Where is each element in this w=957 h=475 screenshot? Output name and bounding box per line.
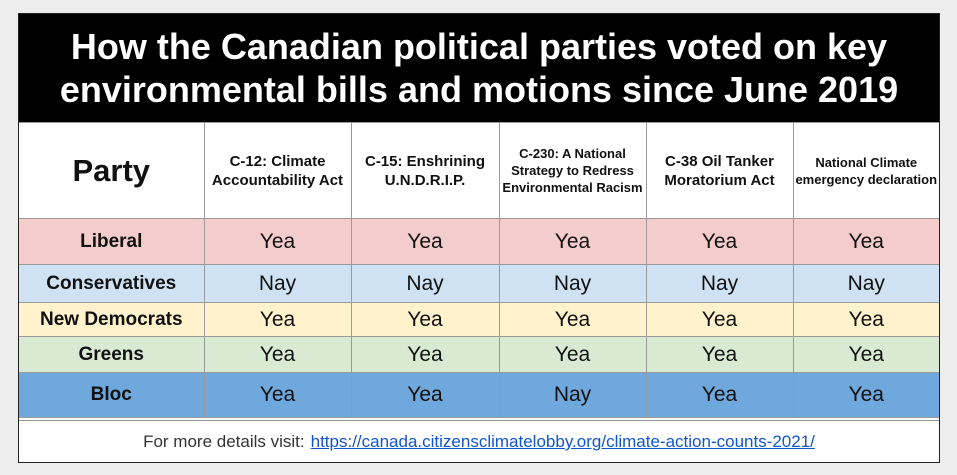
party-name: Liberal <box>19 218 205 265</box>
bill-header-c12: C-12: Climate Accountability Act <box>203 122 352 219</box>
bill-header-c230: C-230: A National Strategy to Redress En… <box>498 122 647 219</box>
vote-cell: Yea <box>498 336 647 373</box>
vote-cell: Yea <box>792 302 939 337</box>
bill-header-c15: C-15: Enshrining U.N.D.R.I.P. <box>350 122 500 219</box>
footer-text: For more details visit: <box>143 432 305 451</box>
party-name: Bloc <box>19 372 205 418</box>
party-name: New Democrats <box>19 302 205 337</box>
vote-cell: Nay <box>792 264 939 303</box>
details-link[interactable]: https://canada.citizensclimatelobby.org/… <box>310 432 815 451</box>
vote-cell: Yea <box>792 372 939 418</box>
vote-cell: Yea <box>350 336 500 373</box>
vote-cell: Nay <box>645 264 794 303</box>
party-column-header: Party <box>19 122 205 219</box>
vote-cell: Yea <box>645 336 794 373</box>
header-row: Party C-12: Climate Accountability Act C… <box>19 122 939 219</box>
vote-cell: Yea <box>498 218 647 265</box>
bill-header-climate-emergency: National Climate emergency declaration <box>792 122 939 219</box>
table-row-liberal: Liberal Yea Yea Yea Yea Yea <box>19 218 939 265</box>
footer: For more details visit: https://canada.c… <box>19 420 939 463</box>
vote-cell: Nay <box>498 372 647 418</box>
table-row-greens: Greens Yea Yea Yea Yea Yea <box>19 336 939 373</box>
title-line-2: environmental bills and motions since Ju… <box>59 69 899 110</box>
votes-table: Party C-12: Climate Accountability Act C… <box>19 122 939 418</box>
title-banner: How the Canadian political parties voted… <box>19 14 939 122</box>
party-name: Greens <box>19 336 205 373</box>
table-row-new-democrats: New Democrats Yea Yea Yea Yea Yea <box>19 302 939 337</box>
vote-cell: Yea <box>645 218 794 265</box>
party-name: Conservatives <box>19 264 205 303</box>
vote-cell: Yea <box>498 302 647 337</box>
vote-cell: Yea <box>792 218 939 265</box>
vote-cell: Yea <box>203 336 352 373</box>
vote-cell: Nay <box>498 264 647 303</box>
vote-cell: Yea <box>350 218 500 265</box>
vote-cell: Yea <box>645 302 794 337</box>
vote-cell: Yea <box>203 372 352 418</box>
bill-header-c38: C-38 Oil Tanker Moratorium Act <box>645 122 794 219</box>
vote-cell: Yea <box>350 372 500 418</box>
vote-cell: Yea <box>203 218 352 265</box>
vote-cell: Yea <box>792 336 939 373</box>
vote-cell: Yea <box>350 302 500 337</box>
infographic-frame: How the Canadian political parties voted… <box>18 13 940 463</box>
vote-cell: Nay <box>203 264 352 303</box>
table-row-bloc: Bloc Yea Yea Nay Yea Yea <box>19 372 939 418</box>
title-line-1: How the Canadian political parties voted… <box>70 26 888 67</box>
vote-cell: Yea <box>645 372 794 418</box>
vote-cell: Nay <box>350 264 500 303</box>
table-row-conservatives: Conservatives Nay Nay Nay Nay Nay <box>19 264 939 303</box>
vote-cell: Yea <box>203 302 352 337</box>
